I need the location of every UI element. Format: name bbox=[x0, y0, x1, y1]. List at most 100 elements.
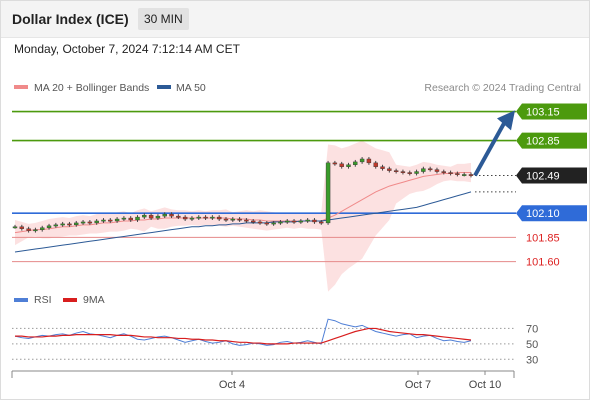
candle-body bbox=[353, 161, 358, 165]
candle-body bbox=[421, 168, 426, 172]
candle-body bbox=[339, 163, 344, 167]
candle-body bbox=[46, 225, 52, 228]
candle-body bbox=[434, 169, 440, 172]
interval-button[interactable]: 30 MIN bbox=[138, 8, 189, 30]
x-tick-label: Oct 4 bbox=[219, 379, 245, 391]
candle-body bbox=[319, 221, 324, 224]
price-tag-102.49 bbox=[516, 167, 587, 184]
candle-body bbox=[216, 216, 222, 220]
candle-body bbox=[359, 158, 365, 163]
candle-body bbox=[210, 216, 215, 219]
candle-body bbox=[366, 158, 372, 164]
candle-body bbox=[33, 229, 38, 232]
ma50-line bbox=[14, 191, 472, 253]
candle-body bbox=[244, 219, 249, 222]
price-label-103.15: 103.15 bbox=[526, 107, 560, 119]
candle-body bbox=[203, 216, 208, 219]
candle-body bbox=[128, 217, 133, 221]
candle-body bbox=[427, 168, 433, 171]
price-label-101.60: 101.60 bbox=[526, 257, 560, 269]
candle-body bbox=[271, 222, 276, 225]
candle-body bbox=[94, 220, 99, 224]
candle-body bbox=[19, 226, 25, 229]
candle-body bbox=[257, 221, 263, 224]
candle-body bbox=[312, 219, 317, 223]
candle-body bbox=[80, 221, 86, 224]
candle-body bbox=[400, 171, 406, 173]
candle-body bbox=[26, 228, 31, 231]
candle-body bbox=[285, 220, 290, 223]
chart-header: Dollar Index (ICE) 30 MIN bbox=[1, 1, 589, 38]
candle-body bbox=[142, 214, 147, 218]
candle-body bbox=[325, 162, 331, 224]
candle-body bbox=[387, 168, 392, 171]
forecast-arrow-head bbox=[497, 110, 515, 131]
candle-body bbox=[461, 174, 467, 176]
candle-body bbox=[87, 221, 93, 224]
candle-body bbox=[40, 227, 45, 230]
rsi-9ma-line bbox=[15, 327, 472, 345]
candle-body bbox=[135, 216, 140, 221]
candle-body bbox=[101, 219, 106, 222]
rsi-legend-swatch bbox=[14, 298, 28, 302]
x-tick-label: Oct 7 bbox=[405, 379, 431, 391]
price-tag-103.15 bbox=[516, 103, 587, 120]
candle-body bbox=[346, 164, 351, 167]
candle-body bbox=[373, 162, 378, 167]
price-tag-102.85 bbox=[516, 132, 587, 149]
candle-body bbox=[278, 221, 283, 224]
candle-body bbox=[60, 223, 65, 226]
copyright: Research © 2024 Trading Central bbox=[424, 82, 581, 94]
candle-body bbox=[121, 217, 127, 220]
rsi-tick-70: 70 bbox=[526, 323, 538, 335]
candle-body bbox=[393, 170, 399, 173]
candle-body bbox=[455, 173, 460, 175]
price-label-101.85: 101.85 bbox=[526, 232, 560, 244]
x-tick-label: Oct 10 bbox=[469, 379, 501, 391]
candle-body bbox=[176, 215, 181, 218]
price-label-102.49: 102.49 bbox=[526, 170, 560, 182]
candle-body bbox=[305, 219, 310, 222]
forecast-arrow-shaft bbox=[473, 122, 506, 177]
ma9-legend-label: 9MA bbox=[83, 294, 105, 306]
candle-body bbox=[237, 218, 242, 221]
timestamp: Monday, October 7, 2024 7:12:14 AM CET bbox=[14, 42, 240, 56]
candle-body bbox=[189, 217, 195, 220]
ma20-legend-swatch bbox=[14, 85, 28, 89]
candle-body bbox=[67, 223, 72, 226]
candle-body bbox=[155, 215, 161, 219]
price-tag-102.10 bbox=[516, 205, 587, 222]
rsi-legend-label: RSI bbox=[34, 294, 52, 306]
candle-body bbox=[182, 216, 188, 220]
candle-body bbox=[414, 171, 419, 174]
candle-body bbox=[148, 214, 154, 219]
candle-body bbox=[162, 213, 167, 217]
candle-body bbox=[380, 166, 385, 169]
candle-body bbox=[448, 172, 453, 174]
price-label-102.85: 102.85 bbox=[526, 136, 560, 148]
candle-body bbox=[251, 220, 256, 223]
ma50-legend-swatch bbox=[157, 85, 171, 89]
candle-body bbox=[74, 222, 79, 226]
candle-body bbox=[291, 220, 297, 223]
instrument-title: Dollar Index (ICE) bbox=[12, 11, 129, 27]
candle-body bbox=[223, 218, 229, 221]
candle-body bbox=[53, 224, 59, 227]
candle-body bbox=[407, 172, 412, 174]
ma20-line bbox=[14, 172, 471, 234]
candle-body bbox=[230, 218, 235, 221]
candle-body bbox=[196, 216, 201, 219]
ma9-legend-swatch bbox=[63, 298, 77, 302]
candle-body bbox=[12, 226, 18, 229]
candle-body bbox=[114, 218, 120, 222]
rsi-tick-50: 50 bbox=[526, 339, 538, 351]
rsi-tick-30: 30 bbox=[526, 354, 538, 366]
candle-body bbox=[264, 222, 270, 225]
candle-body bbox=[169, 213, 174, 217]
candle-body bbox=[298, 220, 304, 223]
candle-body bbox=[441, 171, 446, 173]
candle-body bbox=[108, 219, 113, 222]
candle-body bbox=[332, 162, 338, 165]
